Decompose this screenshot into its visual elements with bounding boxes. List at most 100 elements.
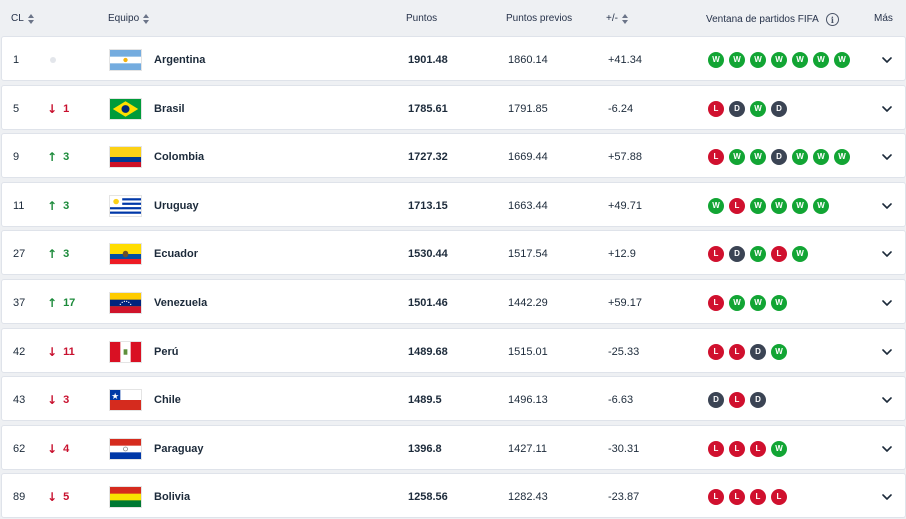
sort-icon[interactable] (27, 13, 35, 24)
expand-button[interactable] (881, 474, 893, 519)
result-badge[interactable]: D (708, 391, 724, 408)
table-row[interactable]: 5 ↓ 1 Brasil 1785.61 1791.85 -6.24 L D W D (1, 85, 906, 130)
result-badge[interactable]: L (750, 488, 766, 505)
result-badge[interactable]: W (792, 197, 808, 214)
result-badge[interactable]: L (729, 440, 745, 457)
result-badge[interactable]: W (771, 294, 787, 311)
result-badge[interactable]: L (708, 100, 724, 117)
result-badge[interactable]: W (792, 148, 808, 165)
result-badge[interactable]: W (834, 51, 850, 68)
result-badge[interactable]: L (729, 488, 745, 505)
points-diff-value: -25.33 (608, 345, 640, 358)
result-badge[interactable]: D (750, 391, 766, 408)
result-badge[interactable]: W (771, 343, 787, 360)
table-row[interactable]: 27 ↑ 3 Ecuador 1530.44 1517.54 +12.9 L D W L W (1, 230, 906, 275)
team-name[interactable]: Uruguay (154, 199, 199, 212)
rank-change-value: 3 (63, 150, 70, 163)
result-badge[interactable]: W (813, 51, 829, 68)
team-name[interactable]: Colombia (154, 150, 205, 163)
expand-button[interactable] (881, 86, 893, 131)
result-badge[interactable]: W (834, 148, 850, 165)
result-badge[interactable]: L (708, 343, 724, 360)
expand-button[interactable] (881, 183, 893, 228)
result-badge[interactable]: L (708, 294, 724, 311)
result-badge[interactable]: W (708, 51, 724, 68)
team-name[interactable]: Paraguay (154, 442, 204, 455)
result-badge[interactable]: W (792, 245, 808, 262)
result-badge[interactable]: D (729, 100, 745, 117)
expand-button[interactable] (881, 329, 893, 374)
expand-button[interactable] (881, 231, 893, 276)
result-badge[interactable]: W (750, 100, 766, 117)
flag-cell (109, 86, 142, 131)
result-badge[interactable]: W (729, 148, 745, 165)
result-badge[interactable]: W (771, 440, 787, 457)
result-badge[interactable]: W (750, 294, 766, 311)
team-name[interactable]: Chile (154, 393, 181, 406)
team-name[interactable]: Venezuela (154, 296, 208, 309)
result-badge[interactable]: L (729, 391, 745, 408)
expand-button[interactable] (881, 377, 893, 422)
result-badge[interactable]: L (771, 488, 787, 505)
chevron-down-icon (882, 396, 892, 403)
expand-button[interactable] (881, 426, 893, 471)
table-row[interactable]: 37 ↑ 17 Venezuela 1501.46 1442.29 +59.17 L W W W (1, 279, 906, 324)
expand-button[interactable] (881, 37, 893, 82)
team-name[interactable]: Brasil (154, 102, 185, 115)
result-badge[interactable]: L (771, 245, 787, 262)
result-badge[interactable]: L (708, 148, 724, 165)
expand-button[interactable] (881, 134, 893, 179)
result-badge[interactable]: W (750, 245, 766, 262)
table-row[interactable]: 11 ↑ 3 Uruguay 1713.15 1663.44 +49.71 W L W W W W (1, 182, 906, 227)
column-rank[interactable]: CL (11, 13, 35, 24)
table-row[interactable]: 1 Argentina 1901.48 1860.14 +41.34 W W W W W W W (1, 36, 906, 81)
rank-change: ↓ 1 (47, 86, 69, 131)
result-badge[interactable]: W (729, 51, 745, 68)
sort-icon[interactable] (143, 13, 150, 24)
result-badge[interactable]: D (771, 148, 787, 165)
result-badge[interactable]: W (750, 197, 766, 214)
result-badge[interactable]: W (792, 51, 808, 68)
rank-value: 62 (13, 442, 26, 455)
rank-change: ↓ 3 (47, 377, 69, 422)
result-badge[interactable]: D (729, 245, 745, 262)
previous-points-value: 1496.13 (508, 393, 548, 406)
result-badge[interactable]: W (708, 197, 724, 214)
result-badge[interactable]: W (813, 197, 829, 214)
result-badge[interactable]: D (750, 343, 766, 360)
result-badge[interactable]: W (771, 197, 787, 214)
team-name[interactable]: Ecuador (154, 247, 199, 260)
rank-value: 5 (13, 102, 20, 115)
result-badge[interactable]: D (771, 100, 787, 117)
table-row[interactable]: 43 ↓ 3 Chile 1489.5 1496.13 -6.63 D L D (1, 376, 906, 421)
team-name[interactable]: Perú (154, 345, 179, 358)
result-badge[interactable]: L (708, 488, 724, 505)
table-row[interactable]: 62 ↓ 4 Paraguay 1396.8 1427.11 -30.31 L L L W (1, 425, 906, 470)
info-icon[interactable]: i (825, 13, 839, 26)
chile-flag-icon (109, 388, 142, 411)
flag-cell (109, 280, 142, 325)
result-badge[interactable]: L (708, 440, 724, 457)
sort-icon[interactable] (621, 13, 629, 24)
table-row[interactable]: 9 ↑ 3 Colombia 1727.32 1669.44 +57.88 L W W D W W W (1, 133, 906, 178)
result-badge[interactable]: W (813, 148, 829, 165)
table-row[interactable]: 42 ↓ 11 Perú 1489.68 1515.01 -25.33 L L D W (1, 328, 906, 373)
result-badge[interactable]: W (750, 148, 766, 165)
result-badge[interactable]: L (750, 440, 766, 457)
table-row[interactable]: 89 ↓ 5 Bolivia 1258.56 1282.43 -23.87 L L L L (1, 473, 906, 518)
column-team[interactable]: Equipo (108, 13, 150, 24)
result-badge[interactable]: W (729, 294, 745, 311)
column-diff[interactable]: +/- (606, 13, 629, 24)
result-badge[interactable]: L (729, 197, 745, 214)
team-name[interactable]: Bolivia (154, 490, 191, 503)
result-badge[interactable]: L (729, 343, 745, 360)
column-team-label: Equipo (108, 13, 140, 24)
team-name[interactable]: Argentina (154, 53, 206, 66)
expand-button[interactable] (881, 280, 893, 325)
result-badge[interactable]: W (771, 51, 787, 68)
result-badge[interactable]: L (708, 245, 724, 262)
result-badge[interactable]: W (750, 51, 766, 68)
